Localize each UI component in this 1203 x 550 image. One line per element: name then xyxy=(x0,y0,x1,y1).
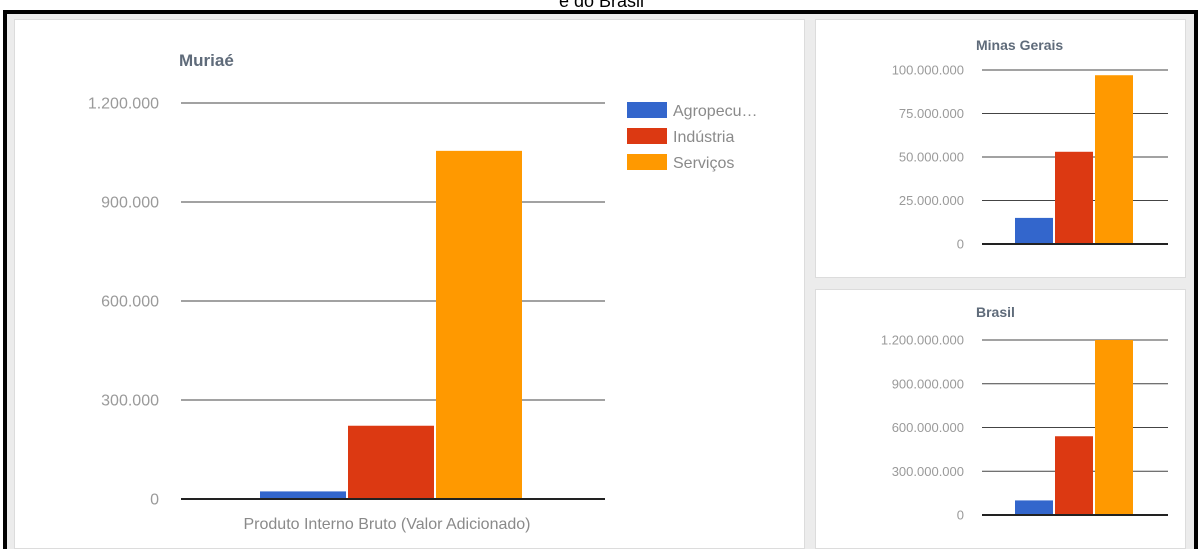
chart-panel-muriae: Muriaé 0 300.000 600.000 900.000 1.200.000 Pro… xyxy=(14,19,805,549)
y-tick-label: 600.000.000 xyxy=(892,420,964,435)
y-tick-label: 900.000.000 xyxy=(892,376,964,391)
legend-label: Serviços xyxy=(673,155,734,172)
chart-panel-brasil: Brasil 0 300.000.000 600.000.000 900.000.000… xyxy=(815,289,1186,549)
bar-servicos xyxy=(436,150,522,499)
x-category-label: Produto Interno Bruto (Valor Adicionado) xyxy=(244,516,531,533)
bar-agropecuaria xyxy=(1015,500,1053,515)
y-tick-label: 0 xyxy=(957,508,964,523)
bar-agropecuaria xyxy=(260,491,346,499)
bar-industria xyxy=(1055,436,1093,515)
y-tick-label: 0 xyxy=(957,237,964,252)
y-tick-label: 300.000 xyxy=(101,393,159,410)
bar-servicos xyxy=(1095,75,1133,244)
y-tick-label: 600.000 xyxy=(101,294,159,311)
bar-agropecuaria xyxy=(1015,217,1053,244)
legend-label: Indústria xyxy=(673,129,734,146)
y-tick-label: 1.200.000.000 xyxy=(881,333,964,348)
y-tick-label: 50.000.000 xyxy=(899,150,964,165)
y-tick-label: 1.200.000 xyxy=(88,96,159,113)
chart-title: Muriaé xyxy=(179,51,234,70)
legend-label: Agropecu… xyxy=(673,103,758,120)
y-tick-label: 75.000.000 xyxy=(899,106,964,121)
y-tick-label: 0 xyxy=(150,492,159,509)
y-tick-label: 900.000 xyxy=(101,195,159,212)
chart-minas-gerais: Minas Gerais 0 25.000.000 50.000.000 75.000.… xyxy=(892,37,1168,252)
chart-panel-minas-gerais: Minas Gerais 0 25.000.000 50.000.000 75.000.… xyxy=(815,19,1186,278)
bar-industria xyxy=(1055,151,1093,244)
legend-swatch xyxy=(627,102,667,118)
y-tick-label: 300.000.000 xyxy=(892,464,964,479)
bar-servicos xyxy=(1095,340,1133,515)
y-tick-label: 25.000.000 xyxy=(899,193,964,208)
y-tick-label: 100.000.000 xyxy=(892,63,964,78)
legend-swatch xyxy=(627,128,667,144)
chart-brasil: Brasil 0 300.000.000 600.000.000 900.000.000… xyxy=(881,304,1168,523)
bar-industria xyxy=(348,425,434,499)
legend-swatch xyxy=(627,154,667,170)
chart-title: Brasil xyxy=(976,304,1015,320)
page-caption: e do Brasil xyxy=(558,0,645,11)
chart-muriae: Muriaé 0 300.000 600.000 900.000 1.200.000 Pro… xyxy=(88,51,758,533)
chart-title: Minas Gerais xyxy=(976,37,1063,53)
